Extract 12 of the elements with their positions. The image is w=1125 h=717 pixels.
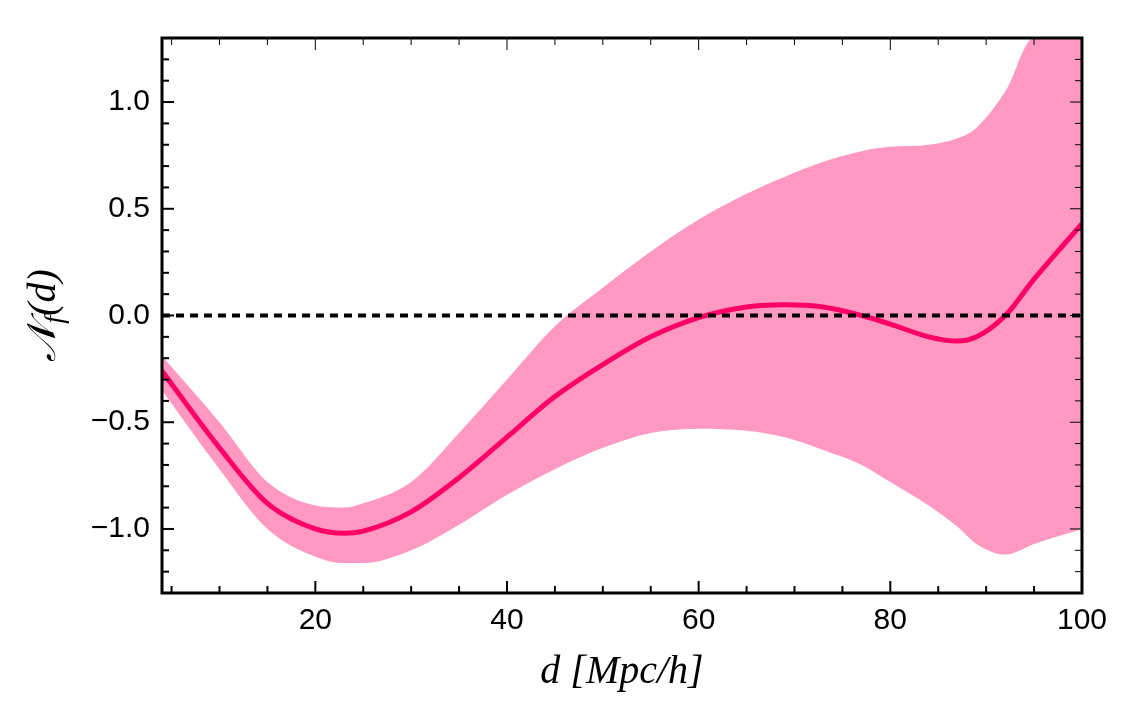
x-tick-label: 60 [681,602,716,636]
y-axis-title: 𝒩f(d) [18,269,70,362]
y-tick-label: −0.5 [90,403,150,437]
x-tick-label: 80 [873,602,907,636]
x-tick-label: 20 [298,602,333,636]
x-tick-label: 40 [490,602,524,636]
y-tick-label: −1.0 [90,510,150,544]
x-tick-label: 100 [1056,602,1107,636]
x-axis-title: d [Mpc/h] [540,646,704,692]
y-tick-label: 1.0 [108,83,150,117]
y-tick-label: 0.0 [108,296,150,330]
y-tick-label: 0.5 [108,190,150,224]
